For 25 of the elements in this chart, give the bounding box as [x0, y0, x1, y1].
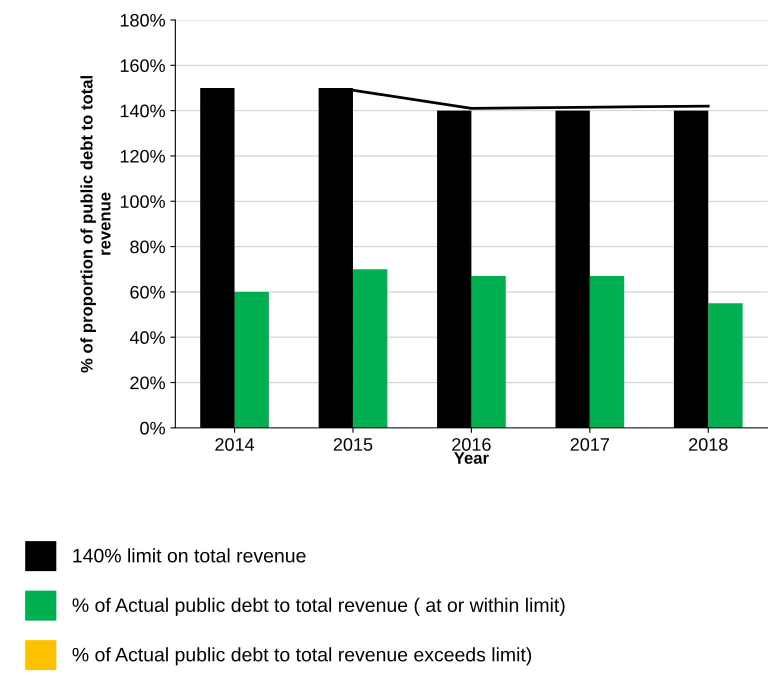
y-tick-label: 180%	[120, 14, 165, 27]
y-tick-label: 60%	[130, 286, 165, 299]
y-tick-label: 0%	[140, 422, 165, 435]
legend-label: 140% limit on total revenue	[73, 548, 306, 563]
bar	[708, 303, 743, 428]
y-tick-label: 20%	[130, 376, 165, 390]
bar	[234, 292, 269, 428]
bar	[471, 276, 506, 428]
y-tick-label: 120%	[120, 150, 165, 163]
y-tick-label: 140%	[120, 104, 165, 118]
bar	[590, 276, 624, 428]
y-tick-label: 80%	[130, 240, 165, 254]
y-axis-title: % of proportion of public debt to total revenue	[80, 76, 111, 373]
x-tick-label: 2018	[689, 438, 728, 451]
x-tick-label: 2017	[570, 438, 609, 451]
x-axis-title: Year	[454, 452, 489, 464]
legend-label: % of Actual public debt to total revenue ( at or within limit)	[72, 598, 565, 616]
legend-label: % of Actual public debt to total revenue exceeds limit)	[72, 647, 532, 666]
x-tick-label: 2016	[452, 438, 491, 451]
y-tick-label: 160%	[120, 59, 165, 72]
bar	[352, 269, 388, 428]
x-tick-label: 2014	[215, 438, 254, 451]
x-tick-label: 2015	[334, 438, 372, 451]
y-tick-label: 40%	[130, 331, 165, 344]
y-tick-label: 100%	[120, 195, 165, 208]
